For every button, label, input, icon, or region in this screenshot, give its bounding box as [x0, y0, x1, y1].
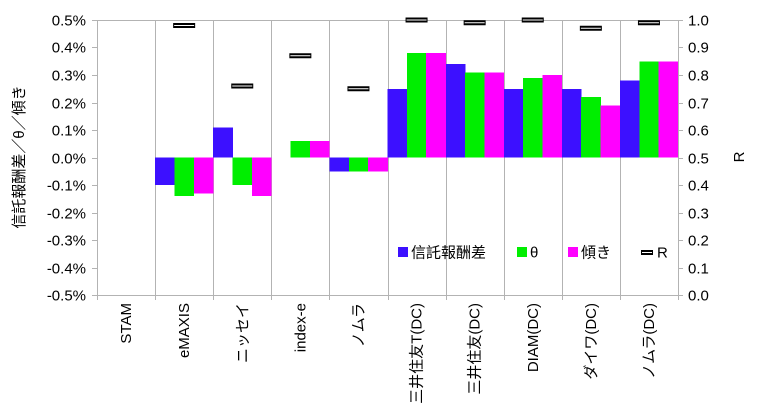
- legend-marker-r-stripe: [642, 252, 652, 253]
- bar-series1-category5: [406, 53, 427, 158]
- right-axis-tick-label-5: 0.5: [688, 151, 709, 168]
- left-axis-tick-label-7: -0.2%: [47, 206, 86, 223]
- bar-series2-category6: [484, 72, 504, 158]
- category-label-3: index-e: [292, 303, 309, 352]
- bar-series0-category8: [561, 88, 582, 158]
- category-label-2: ニッセイ: [234, 303, 251, 363]
- r-marker-stripe-category4: [348, 88, 369, 90]
- bar-series2-category9: [658, 61, 679, 158]
- right-axis-tick-label-3: 0.7: [688, 96, 709, 113]
- bar-series2-category7: [542, 75, 563, 158]
- left-axis-title: 信託報酬差／θ／傾き: [11, 85, 28, 228]
- right-axis-tick-label-1: 0.9: [688, 40, 709, 57]
- right-axis-tick-label-10: 0.0: [688, 288, 709, 305]
- bar-series2-category2: [251, 157, 272, 196]
- category-label-1: eMAXIS: [176, 303, 193, 358]
- r-marker-stripe-category3: [290, 55, 311, 57]
- left-axis: 0.5% 0.4% 0.3% 0.2% 0.1% 0.0% -0.1% -0.2% -0.3% -…: [47, 13, 97, 305]
- left-axis-tick-label-1: 0.4%: [52, 40, 86, 57]
- left-axis-tick-label-10: -0.5%: [47, 288, 86, 305]
- left-axis-tick-label-8: -0.3%: [47, 233, 86, 250]
- left-axis-tick-label-0: 0.5%: [52, 13, 86, 30]
- legend-label-r: R: [657, 245, 668, 262]
- bar-series2-category3: [310, 141, 330, 158]
- left-axis-tick-label-6: -0.1%: [47, 178, 86, 195]
- legend-swatch-theta: [517, 247, 527, 257]
- right-axis: 1.0 0.9 0.8 0.7 0.6 0.5 0.4 0.3 0.2 0.1 0.0: [678, 13, 709, 305]
- bar-series1-category1: [174, 157, 195, 196]
- r-marker-stripe-category9: [638, 22, 659, 24]
- category-label-7: DIAM(DC): [525, 303, 542, 372]
- right-axis-tick-label-0: 1.0: [688, 13, 709, 30]
- left-axis-tick-label-5: 0.0%: [52, 151, 86, 168]
- bar-series1-category9: [639, 61, 659, 158]
- r-marker-group: [173, 17, 660, 92]
- category-axis: STAM eMAXIS ニッセイ index-e ノムラ 三井住友T(DC) 三井住友(DC…: [118, 303, 658, 404]
- bar-series0-category6: [445, 64, 466, 158]
- right-axis-tick-label-6: 0.4: [688, 178, 709, 195]
- category-label-8: ダイワ(DC): [583, 303, 600, 380]
- legend: 信託報酬差 θ 傾き R: [398, 245, 668, 262]
- left-axis-tick-label-9: -0.4%: [47, 261, 86, 278]
- r-marker-stripe-category6: [464, 22, 485, 24]
- bar-series1-category6: [464, 72, 485, 158]
- right-axis-tick-label-4: 0.6: [688, 123, 709, 140]
- bar-series0-category5: [387, 88, 408, 158]
- bar-series0-category7: [503, 88, 524, 158]
- bar-series0-category9: [619, 80, 640, 158]
- bar-series0-category1: [155, 157, 175, 185]
- r-marker-stripe-category5: [406, 19, 427, 21]
- right-axis-title: R: [731, 151, 748, 162]
- bar-series1-category7: [523, 77, 543, 158]
- category-label-0: STAM: [118, 303, 135, 344]
- legend-label-slope: 傾き: [581, 245, 611, 262]
- right-axis-tick-label-7: 0.3: [688, 206, 709, 223]
- category-label-4: ノムラ: [350, 303, 367, 347]
- legend-label-theta: θ: [530, 245, 538, 262]
- bar-group: [155, 53, 679, 196]
- bar-series2-category5: [426, 53, 446, 158]
- bar-series1-category3: [290, 141, 311, 158]
- bar-series0-category2: [213, 127, 233, 158]
- legend-label-fee-diff: 信託報酬差: [411, 245, 486, 262]
- bar-series2-category8: [600, 105, 621, 158]
- category-label-9: ノムラ(DC): [641, 303, 658, 379]
- r-marker-stripe-category7: [522, 19, 543, 21]
- left-axis-tick-label-4: 0.1%: [52, 123, 86, 140]
- bar-series1-category8: [581, 97, 601, 158]
- legend-swatch-fee-diff: [398, 247, 408, 257]
- r-marker-stripe-category2: [232, 85, 253, 87]
- bar-series2-category1: [193, 157, 214, 194]
- left-axis-tick-label-2: 0.3%: [52, 68, 86, 85]
- right-axis-tick-label-2: 0.8: [688, 68, 709, 85]
- bar-series1-category2: [232, 157, 253, 185]
- bar-series2-category4: [368, 157, 388, 172]
- bar-series1-category4: [348, 157, 369, 172]
- right-axis-tick-label-8: 0.2: [688, 233, 709, 250]
- r-marker-stripe-category1: [174, 25, 195, 26]
- r-marker-stripe-category8: [580, 27, 601, 29]
- category-label-5: 三井住友T(DC): [409, 303, 426, 404]
- category-label-6: 三井住友(DC): [467, 303, 484, 395]
- bar-series0-category4: [329, 157, 350, 172]
- legend-swatch-slope: [568, 247, 578, 257]
- left-axis-tick-label-3: 0.2%: [52, 96, 86, 113]
- right-axis-tick-label-9: 0.1: [688, 261, 709, 278]
